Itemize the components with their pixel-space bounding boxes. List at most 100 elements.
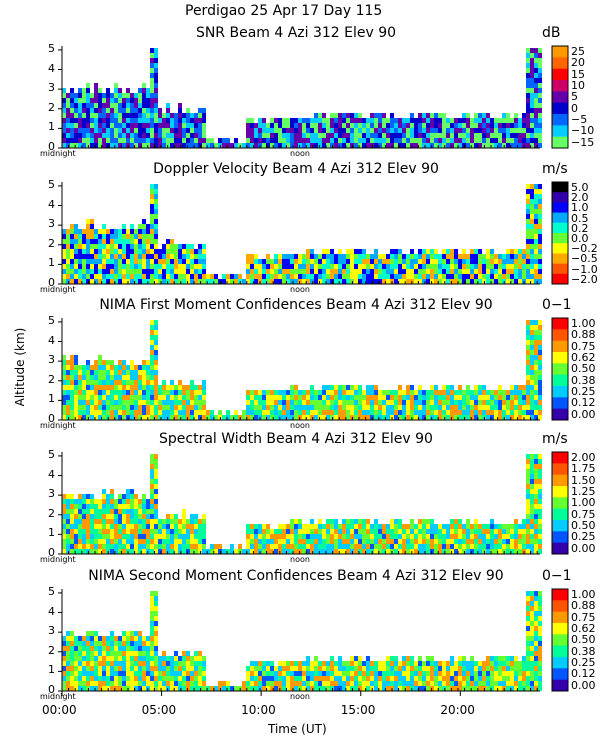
heatmap-cell <box>462 415 466 420</box>
heatmap-cell <box>486 133 490 138</box>
heatmap-cell <box>502 138 506 143</box>
heatmap-cell <box>102 103 106 108</box>
heatmap-cell <box>526 596 530 601</box>
heatmap-cell <box>162 118 166 123</box>
heatmap-cell <box>306 143 310 148</box>
heatmap-cell <box>126 651 130 656</box>
heatmap-cell <box>330 666 334 671</box>
heatmap-cell <box>154 459 158 464</box>
heatmap-cell <box>514 254 518 259</box>
heatmap-cell <box>402 415 406 420</box>
heatmap-cell <box>458 390 462 395</box>
heatmap-cell <box>266 264 270 269</box>
heatmap-cell <box>534 229 538 234</box>
heatmap-cell <box>274 390 278 395</box>
heatmap-cell <box>490 143 494 148</box>
heatmap-cell <box>530 209 534 214</box>
heatmap-cell <box>246 138 250 143</box>
heatmap-cell <box>262 274 266 279</box>
heatmap-cell <box>342 390 346 395</box>
heatmap-cell <box>430 138 434 143</box>
heatmap-cell <box>342 519 346 524</box>
heatmap-cell <box>126 499 130 504</box>
heatmap-cell <box>170 249 174 254</box>
heatmap-cell <box>62 385 66 390</box>
heatmap-cell <box>178 133 182 138</box>
heatmap-cell <box>458 385 462 390</box>
heatmap-cell <box>294 143 298 148</box>
heatmap-cell <box>378 254 382 259</box>
heatmap-cell <box>202 123 206 128</box>
heatmap-cell <box>322 143 326 148</box>
heatmap-cell <box>102 274 106 279</box>
heatmap-cell <box>338 274 342 279</box>
heatmap-cell <box>350 123 354 128</box>
heatmap-cell <box>322 686 326 691</box>
heatmap-cell <box>66 524 70 529</box>
heatmap-cell <box>378 549 382 554</box>
heatmap-cell <box>470 118 474 123</box>
heatmap-cell <box>134 123 138 128</box>
heatmap-cell <box>506 400 510 405</box>
heatmap-cell <box>142 641 146 646</box>
heatmap-cell <box>530 330 534 335</box>
heatmap-cell <box>202 380 206 385</box>
colorbar-swatch <box>552 497 568 510</box>
heatmap-cell <box>474 400 478 405</box>
heatmap-cell <box>130 539 134 544</box>
heatmap-cell <box>86 651 90 656</box>
heatmap-cell <box>106 529 110 534</box>
heatmap-cell <box>366 279 370 284</box>
heatmap-cell <box>454 249 458 254</box>
heatmap-cell <box>374 249 378 254</box>
heatmap-cell <box>106 671 110 676</box>
heatmap-cell <box>482 666 486 671</box>
heatmap-cell <box>258 671 262 676</box>
heatmap-cell <box>310 128 314 133</box>
heatmap-cell <box>142 274 146 279</box>
colorbar-swatch <box>552 634 568 647</box>
heatmap-cell <box>290 259 294 264</box>
heatmap-cell <box>274 128 278 133</box>
heatmap-cell <box>406 549 410 554</box>
heatmap-cell <box>66 666 70 671</box>
heatmap-cell <box>346 249 350 254</box>
heatmap-cell <box>202 133 206 138</box>
heatmap-cell <box>470 544 474 549</box>
heatmap-cell <box>534 415 538 420</box>
heatmap-cell <box>530 98 534 103</box>
heatmap-cell <box>526 133 530 138</box>
heatmap-cell <box>534 504 538 509</box>
heatmap-cell <box>530 93 534 98</box>
heatmap-cell <box>358 656 362 661</box>
heatmap-cell <box>494 681 498 686</box>
heatmap-cell <box>206 143 210 148</box>
heatmap-cell <box>62 524 66 529</box>
heatmap-cell <box>290 390 294 395</box>
heatmap-cell <box>246 539 250 544</box>
heatmap-cell <box>178 108 182 113</box>
heatmap-cell <box>86 133 90 138</box>
heatmap-cell <box>278 671 282 676</box>
heatmap-cell <box>378 123 382 128</box>
heatmap-cell <box>122 249 126 254</box>
heatmap-cell <box>490 395 494 400</box>
heatmap-cell <box>458 534 462 539</box>
heatmap-cell <box>98 529 102 534</box>
heatmap-cell <box>162 380 166 385</box>
heatmap-cell <box>138 529 142 534</box>
heatmap-cell <box>402 405 406 410</box>
heatmap-cell <box>82 254 86 259</box>
heatmap-cell <box>530 128 534 133</box>
heatmap-cell <box>486 681 490 686</box>
heatmap-cell <box>502 539 506 544</box>
heatmap-cell <box>526 88 530 93</box>
heatmap-cell <box>394 686 398 691</box>
heatmap-cell <box>530 544 534 549</box>
heatmap-cell <box>130 360 134 365</box>
heatmap-cell <box>114 519 118 524</box>
heatmap-cell <box>122 244 126 249</box>
heatmap-cell <box>134 529 138 534</box>
heatmap-cell <box>70 224 74 229</box>
heatmap-cell <box>378 676 382 681</box>
